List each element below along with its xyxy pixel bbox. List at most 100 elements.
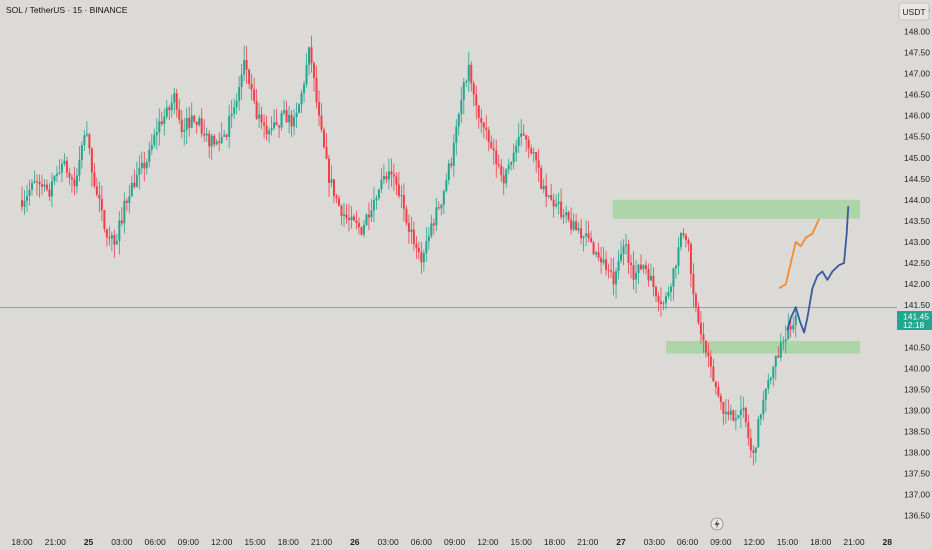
- candle[interactable]: [270, 116, 273, 136]
- candle[interactable]: [445, 173, 448, 193]
- candle[interactable]: [138, 155, 141, 190]
- candle[interactable]: [362, 219, 365, 238]
- candle[interactable]: [617, 250, 620, 280]
- candle[interactable]: [467, 51, 470, 92]
- candle[interactable]: [557, 192, 560, 215]
- candle[interactable]: [632, 250, 635, 290]
- candle[interactable]: [507, 158, 510, 174]
- candle[interactable]: [490, 135, 493, 149]
- candle[interactable]: [295, 102, 298, 128]
- candle[interactable]: [452, 134, 455, 177]
- candle[interactable]: [148, 141, 151, 168]
- candle[interactable]: [642, 264, 645, 274]
- candle[interactable]: [465, 79, 468, 87]
- candle[interactable]: [600, 247, 603, 274]
- candle[interactable]: [233, 98, 236, 120]
- candle[interactable]: [575, 213, 578, 231]
- candle[interactable]: [769, 376, 772, 385]
- candle[interactable]: [397, 171, 400, 199]
- candle[interactable]: [328, 154, 331, 197]
- candle[interactable]: [45, 179, 48, 192]
- candle[interactable]: [58, 159, 61, 175]
- candle[interactable]: [223, 130, 226, 138]
- candle[interactable]: [630, 254, 633, 279]
- candle[interactable]: [782, 336, 785, 351]
- candle[interactable]: [562, 208, 565, 225]
- candle[interactable]: [25, 184, 28, 212]
- candle[interactable]: [163, 108, 166, 136]
- candle[interactable]: [662, 300, 665, 311]
- candle[interactable]: [357, 217, 360, 235]
- candle[interactable]: [33, 170, 36, 184]
- candle[interactable]: [625, 233, 628, 255]
- candle[interactable]: [422, 249, 425, 272]
- candle[interactable]: [143, 151, 146, 182]
- candle[interactable]: [659, 287, 662, 317]
- candle[interactable]: [497, 154, 500, 169]
- candle[interactable]: [60, 158, 63, 183]
- candle[interactable]: [168, 104, 171, 120]
- candle[interactable]: [108, 226, 111, 246]
- candle[interactable]: [392, 163, 395, 191]
- candle[interactable]: [512, 143, 515, 170]
- candle[interactable]: [712, 358, 715, 382]
- candle[interactable]: [335, 193, 338, 204]
- candle[interactable]: [729, 404, 732, 421]
- candle[interactable]: [48, 183, 51, 201]
- candle[interactable]: [280, 110, 283, 131]
- candle[interactable]: [115, 233, 118, 245]
- candle[interactable]: [779, 333, 782, 362]
- candle[interactable]: [485, 115, 488, 141]
- candle[interactable]: [173, 87, 176, 114]
- candle[interactable]: [669, 283, 672, 302]
- candles-layer[interactable]: [21, 35, 797, 466]
- candle[interactable]: [694, 292, 697, 313]
- candle[interactable]: [323, 127, 326, 149]
- candle[interactable]: [520, 119, 523, 147]
- candle[interactable]: [382, 163, 385, 185]
- candle[interactable]: [283, 99, 286, 116]
- candle[interactable]: [764, 388, 767, 412]
- candle[interactable]: [427, 227, 430, 250]
- candle[interactable]: [410, 216, 413, 244]
- candle[interactable]: [762, 390, 765, 421]
- candle[interactable]: [602, 246, 605, 266]
- candle[interactable]: [208, 130, 211, 159]
- candle[interactable]: [313, 61, 316, 92]
- candle[interactable]: [687, 237, 690, 252]
- candle[interactable]: [387, 158, 390, 190]
- candle[interactable]: [517, 122, 520, 153]
- candle[interactable]: [582, 235, 585, 252]
- candle[interactable]: [93, 163, 96, 189]
- currency-button[interactable]: USDT: [898, 2, 930, 21]
- candle[interactable]: [165, 100, 168, 120]
- candle[interactable]: [425, 227, 428, 262]
- candle[interactable]: [667, 286, 670, 299]
- candle[interactable]: [293, 109, 296, 136]
- candle[interactable]: [759, 413, 762, 426]
- candle[interactable]: [692, 263, 695, 309]
- candle[interactable]: [777, 346, 780, 359]
- candle[interactable]: [140, 151, 143, 175]
- candle[interactable]: [160, 111, 163, 127]
- candle[interactable]: [455, 119, 458, 156]
- time-axis[interactable]: 18:00 21:00 25 03:00 06:00 09:00 12:00 15:00 18:…: [11, 537, 892, 547]
- candle[interactable]: [635, 260, 638, 294]
- candle[interactable]: [437, 201, 440, 211]
- candle[interactable]: [80, 141, 83, 169]
- candle[interactable]: [175, 88, 178, 118]
- candle[interactable]: [592, 241, 595, 256]
- candle[interactable]: [203, 119, 206, 142]
- candle[interactable]: [462, 78, 465, 115]
- candle[interactable]: [170, 94, 173, 118]
- candle[interactable]: [265, 115, 268, 141]
- bolt-icon[interactable]: [710, 517, 724, 531]
- candle[interactable]: [190, 102, 193, 129]
- candle[interactable]: [200, 108, 203, 138]
- candle[interactable]: [440, 203, 443, 216]
- candle[interactable]: [627, 239, 630, 275]
- candle[interactable]: [218, 132, 221, 152]
- candle[interactable]: [325, 132, 328, 160]
- candle[interactable]: [390, 158, 393, 187]
